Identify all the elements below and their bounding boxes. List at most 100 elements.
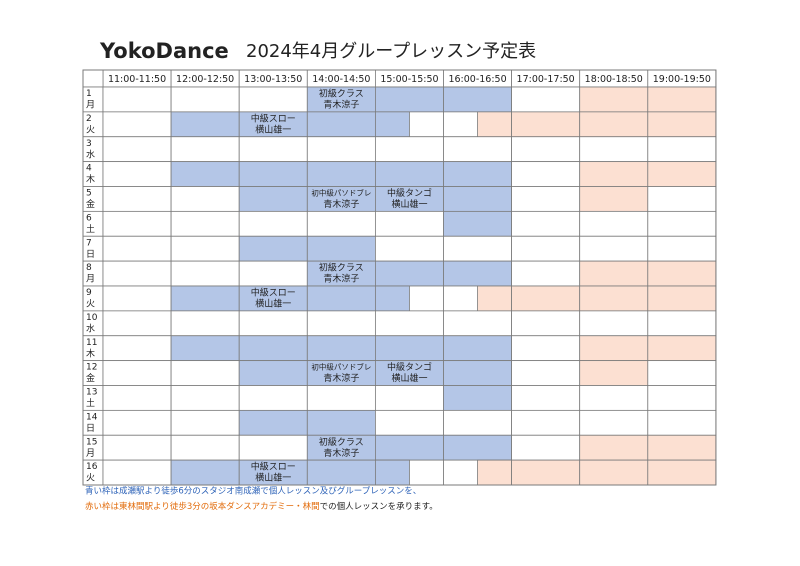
cell [647, 86, 717, 113]
cell [306, 409, 376, 436]
cell [170, 161, 240, 187]
cell [511, 111, 581, 138]
column-header: 11:00-11:50 [108, 74, 166, 85]
cell [238, 210, 308, 237]
cell [443, 260, 512, 287]
lesson-teacher: 横山雄一 [391, 198, 427, 210]
day-number: 13 [86, 388, 97, 398]
cell [511, 260, 581, 287]
cell-half [374, 285, 410, 312]
lesson-teacher: 横山雄一 [391, 372, 427, 384]
day-number: 6 [86, 213, 92, 223]
cell [647, 111, 717, 138]
cell [170, 360, 240, 386]
column-header: 12:00-12:50 [176, 74, 234, 85]
cell [170, 385, 240, 411]
cell [443, 210, 512, 237]
cell [102, 385, 172, 411]
cell [170, 210, 240, 237]
weekday: 木 [86, 173, 95, 185]
cell [306, 210, 376, 237]
weekday: 月 [86, 100, 95, 111]
cell [170, 459, 240, 486]
cell [579, 210, 649, 237]
lesson-teacher: 青木涼子 [323, 99, 359, 111]
day-number: 5 [86, 189, 92, 199]
weekday: 水 [86, 322, 95, 334]
cell [511, 335, 581, 362]
cell [170, 285, 240, 312]
cell [374, 310, 444, 337]
cell [102, 235, 172, 262]
cell [306, 360, 376, 386]
cell [511, 210, 581, 237]
day-number: 1 [86, 89, 92, 99]
cell [374, 210, 444, 237]
footer-note: 赤い枠は東林間駅より徒歩3分の坂本ダンスアカデミー・林間での個人レッスンを承りま… [85, 501, 438, 512]
cell [306, 335, 376, 362]
cell [102, 186, 172, 212]
cell [579, 310, 649, 337]
cell [579, 161, 649, 187]
cell [647, 385, 717, 411]
cell [579, 434, 649, 461]
cell [170, 260, 240, 287]
cell [238, 161, 308, 187]
cell [647, 459, 717, 486]
cell [579, 360, 649, 386]
cell [511, 161, 581, 187]
column-header: 14:00-14:50 [312, 74, 370, 85]
weekday: 火 [86, 473, 95, 484]
cell [443, 409, 512, 436]
cell [647, 409, 717, 436]
cell [102, 136, 172, 163]
schedule-table: 11:00-11:50 12:00-12:50 13:00-13:50 14:00-1… [82, 69, 717, 486]
cell [170, 86, 240, 113]
cell [511, 136, 581, 163]
cell [579, 86, 649, 113]
cell [647, 310, 717, 337]
cell [647, 434, 717, 461]
day-number: 2 [86, 114, 92, 124]
cell [511, 86, 581, 113]
cell [374, 385, 444, 411]
footer-text: での個人レッスンを承ります。 [320, 501, 438, 512]
cell [238, 235, 308, 262]
day-number: 9 [86, 288, 92, 298]
column-header: 13:00-13:50 [244, 74, 302, 85]
cell [579, 136, 649, 163]
cell [102, 434, 172, 461]
weekday: 月 [86, 448, 95, 459]
cell [102, 86, 172, 113]
cell [102, 409, 172, 436]
cell [238, 335, 308, 362]
cell [102, 111, 172, 138]
cell [511, 310, 581, 337]
weekday: 日 [86, 423, 95, 434]
cell [511, 385, 581, 411]
cell [579, 235, 649, 262]
cell [511, 235, 581, 262]
cell [647, 235, 717, 262]
lesson-class: 初級クラス [319, 436, 364, 448]
lesson-class: 初中級パソドブレ [311, 188, 371, 198]
day-number: 12 [86, 363, 97, 373]
weekday: 土 [86, 223, 95, 235]
cell [102, 161, 172, 187]
lesson-teacher: 横山雄一 [255, 472, 291, 484]
lesson-class: 初級クラス [319, 88, 364, 100]
cell [102, 310, 172, 337]
footer-note: 青い枠は成瀬駅より徒歩6分のスタジオ南成瀬で個人レッスン及びグループレッスンを、 [85, 486, 421, 497]
cell [306, 111, 376, 138]
day-number: 4 [86, 164, 92, 174]
cell [306, 136, 376, 163]
cell [238, 285, 308, 312]
title: 2024年4月グループレッスン予定表 [246, 41, 536, 62]
day-number: 14 [86, 412, 98, 422]
cell [170, 186, 240, 212]
cell [374, 136, 444, 163]
cell [238, 310, 308, 337]
cell [102, 260, 172, 287]
weekday: 月 [86, 274, 95, 285]
weekday: 水 [86, 148, 95, 160]
